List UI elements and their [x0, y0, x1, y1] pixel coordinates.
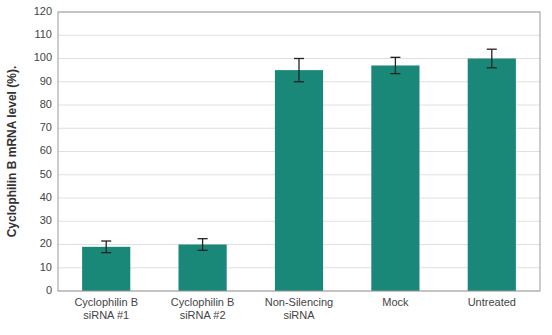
y-tick-label: 100: [34, 51, 52, 63]
y-tick-label: 30: [40, 214, 52, 226]
y-tick-label: 60: [40, 144, 52, 156]
x-tick-label-line: siRNA #1: [83, 309, 129, 321]
chart-container: 0 10 20 30 40 50 60 70 80 90 100 110 120 Cyclophilin …: [0, 0, 552, 335]
error-bar: [198, 239, 208, 251]
error-line: [395, 57, 396, 73]
error-cap: [294, 58, 304, 59]
y-tick-label: 10: [40, 261, 52, 273]
y-axis-label: Cyclophilin B mRNA level (%).: [5, 66, 19, 238]
grid: [58, 12, 540, 291]
bar: [179, 245, 227, 292]
y-tick-label: 0: [46, 284, 52, 296]
bar: [275, 70, 323, 291]
y-ticks: 0 10 20 30 40 50 60 70 80 90 100 110 120: [34, 5, 52, 296]
x-tick-label-line: Cyclophilin B: [171, 296, 235, 308]
error-bar: [487, 49, 497, 68]
bar: [468, 59, 516, 292]
x-tick-label: Mock: [382, 296, 409, 308]
plot-area: [82, 49, 516, 291]
error-bar: [390, 57, 400, 73]
grid-line: [58, 35, 540, 36]
error-cap: [101, 252, 111, 253]
error-line: [491, 49, 492, 68]
x-tick-label-line: siRNA #2: [180, 309, 226, 321]
error-bar: [294, 59, 304, 82]
x-tick-label: Cyclophilin BsiRNA #1: [74, 296, 138, 321]
x-tick-label-line: Mock: [382, 296, 409, 308]
error-cap: [294, 81, 304, 82]
error-cap: [390, 73, 400, 74]
y-tick-label: 40: [40, 191, 52, 203]
x-tick-label: Cyclophilin BsiRNA #2: [171, 296, 235, 321]
page: {"chart_data": {"type": "bar", "categori…: [0, 0, 552, 335]
error-line: [106, 241, 107, 253]
x-tick-label-line: Cyclophilin B: [74, 296, 138, 308]
x-tick-label-line: siRNA: [283, 309, 315, 321]
y-tick-label: 90: [40, 75, 52, 87]
error-cap: [198, 238, 208, 239]
error-cap: [390, 57, 400, 58]
bar: [82, 247, 130, 291]
error-line: [298, 59, 299, 82]
y-tick-label: 50: [40, 168, 52, 180]
y-tick-label: 70: [40, 121, 52, 133]
x-tick-label: Untreated: [468, 296, 516, 308]
bar: [371, 65, 419, 291]
error-bar: [101, 241, 111, 253]
x-tick-label-line: Untreated: [468, 296, 516, 308]
x-tick-label-line: Non-Silencing: [265, 296, 333, 308]
error-cap: [101, 240, 111, 241]
y-tick-label: 120: [34, 5, 52, 17]
error-line: [202, 239, 203, 251]
x-tick-label: Non-SilencingsiRNA: [265, 296, 333, 321]
chart-svg: 0 10 20 30 40 50 60 70 80 90 100 110 120 Cyclophilin …: [0, 0, 552, 335]
error-cap: [198, 250, 208, 251]
y-tick-label: 110: [34, 28, 52, 40]
error-cap: [487, 67, 497, 68]
y-tick-label: 80: [40, 98, 52, 110]
plot-frame: [58, 12, 540, 291]
error-cap: [487, 49, 497, 50]
x-ticks: Cyclophilin BsiRNA #1Cyclophilin BsiRNA …: [74, 296, 516, 321]
y-tick-label: 20: [40, 237, 52, 249]
